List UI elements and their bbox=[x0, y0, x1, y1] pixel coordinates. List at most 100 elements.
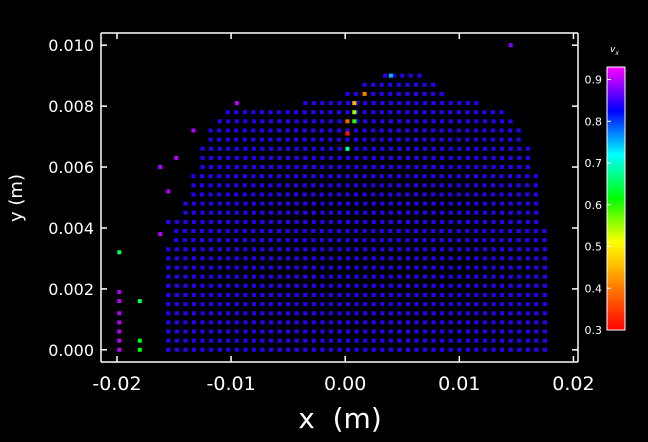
data-point bbox=[345, 137, 350, 142]
data-point bbox=[243, 265, 248, 270]
data-point bbox=[491, 137, 495, 142]
data-point bbox=[406, 338, 410, 343]
data-point bbox=[277, 256, 282, 261]
data-point bbox=[320, 119, 325, 124]
data-point bbox=[166, 293, 171, 297]
data-point bbox=[422, 183, 427, 188]
data-point bbox=[294, 265, 299, 270]
data-point bbox=[388, 283, 393, 288]
data-point bbox=[192, 247, 196, 252]
data-point bbox=[397, 347, 402, 352]
data-point bbox=[499, 110, 504, 115]
data-point bbox=[217, 201, 222, 206]
data-point bbox=[320, 219, 325, 224]
data-point bbox=[226, 201, 231, 206]
data-point bbox=[500, 302, 505, 307]
data-point bbox=[508, 155, 513, 160]
data-point bbox=[311, 274, 316, 279]
data-point bbox=[277, 329, 282, 334]
data-point bbox=[380, 302, 385, 307]
data-point bbox=[294, 137, 299, 142]
data-point bbox=[408, 73, 413, 78]
data-point bbox=[440, 256, 445, 261]
data-point bbox=[474, 146, 479, 151]
data-point bbox=[371, 274, 376, 279]
data-point bbox=[362, 91, 367, 96]
plot-frame bbox=[100, 32, 579, 363]
colorbar-label: vx bbox=[610, 45, 619, 57]
data-point bbox=[517, 201, 522, 206]
data-point bbox=[525, 165, 530, 169]
data-point bbox=[191, 174, 196, 179]
data-point bbox=[483, 165, 487, 169]
data-point bbox=[311, 238, 316, 243]
data-point bbox=[362, 110, 367, 115]
data-point bbox=[328, 238, 333, 243]
data-point bbox=[251, 302, 256, 307]
data-point bbox=[294, 201, 299, 206]
data-point bbox=[380, 155, 385, 160]
data-point bbox=[269, 320, 273, 325]
data-point bbox=[508, 338, 513, 343]
data-point bbox=[491, 155, 496, 160]
data-point bbox=[439, 174, 444, 179]
data-point bbox=[422, 192, 427, 197]
data-point bbox=[217, 265, 222, 270]
data-point bbox=[414, 347, 419, 352]
data-point bbox=[534, 219, 539, 224]
data-point bbox=[294, 256, 299, 261]
data-point bbox=[328, 183, 333, 188]
data-point bbox=[371, 192, 376, 197]
data-point bbox=[234, 283, 239, 288]
data-point bbox=[320, 165, 325, 169]
data-point bbox=[380, 347, 385, 352]
data-point bbox=[285, 128, 290, 133]
data-point bbox=[208, 137, 213, 142]
data-point bbox=[414, 338, 419, 343]
data-point bbox=[380, 165, 385, 169]
data-point bbox=[465, 320, 470, 325]
data-point bbox=[294, 110, 299, 115]
data-point bbox=[234, 155, 239, 160]
data-point bbox=[337, 155, 342, 160]
data-point bbox=[285, 110, 290, 115]
data-point bbox=[251, 283, 256, 288]
data-point bbox=[406, 302, 410, 307]
data-point bbox=[260, 311, 265, 316]
data-point bbox=[242, 137, 247, 142]
data-point bbox=[448, 192, 453, 197]
data-point bbox=[200, 311, 205, 316]
data-point bbox=[397, 329, 402, 334]
data-point bbox=[491, 119, 496, 124]
data-point bbox=[303, 101, 308, 106]
data-point bbox=[431, 82, 436, 87]
data-point bbox=[243, 155, 248, 160]
data-point bbox=[482, 174, 487, 179]
data-point bbox=[243, 119, 248, 124]
data-point bbox=[406, 165, 410, 169]
data-point bbox=[388, 338, 393, 343]
data-point bbox=[242, 229, 247, 233]
data-point bbox=[337, 329, 342, 334]
data-point bbox=[192, 293, 196, 297]
data-point bbox=[474, 283, 479, 288]
data-point bbox=[371, 146, 376, 151]
data-point bbox=[311, 320, 316, 325]
data-point bbox=[209, 201, 214, 206]
data-point bbox=[534, 274, 539, 279]
data-point bbox=[217, 119, 222, 124]
data-point bbox=[431, 256, 436, 261]
data-point bbox=[525, 210, 530, 215]
data-point bbox=[440, 338, 445, 343]
data-point bbox=[517, 247, 522, 252]
data-point bbox=[200, 247, 205, 252]
data-point bbox=[303, 219, 308, 224]
data-point bbox=[440, 101, 445, 106]
data-point bbox=[226, 210, 231, 215]
data-point bbox=[414, 119, 419, 124]
data-point bbox=[500, 329, 505, 334]
data-point bbox=[251, 329, 256, 334]
data-point bbox=[217, 155, 222, 160]
data-point bbox=[260, 201, 265, 206]
data-point bbox=[482, 238, 487, 243]
